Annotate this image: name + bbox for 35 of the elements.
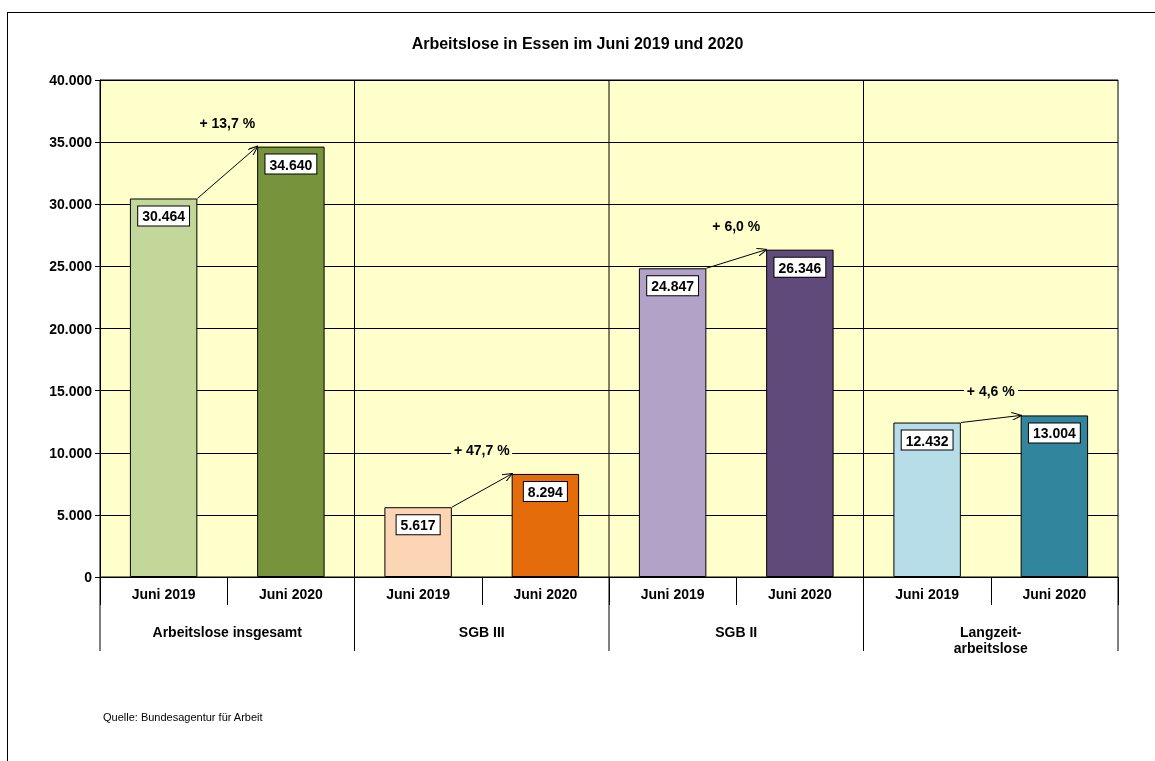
text: Arbeitslose insgesamt	[152, 624, 302, 640]
data-label: 34.640	[269, 156, 313, 173]
x-tick-label: Juni 2020	[513, 586, 578, 602]
x-tick-label: Juni 2019	[131, 586, 196, 602]
y-tick-label: 25.000	[49, 258, 93, 275]
x-tick-label: Juni 2019	[640, 586, 705, 602]
annotation: + 4,6 %	[963, 383, 1018, 400]
x-tick-label: Juni 2020	[767, 586, 832, 602]
y-tick-label: 0	[84, 569, 93, 585]
y-tick-label: 10.000	[49, 444, 93, 461]
data-label: 26.346	[778, 259, 822, 276]
x-tick-label: Juni 2019	[895, 586, 960, 602]
y-tick-label: 40.000	[49, 72, 93, 88]
x-tick-label: Juni 2020	[1022, 586, 1087, 602]
data-label: 24.847	[651, 278, 695, 295]
text: SGB II	[715, 624, 758, 640]
annotation: + 6,0 %	[709, 217, 764, 234]
y-tick-label: 30.000	[49, 196, 93, 213]
x-tick-label: Juni 2019	[386, 586, 451, 602]
annotation: + 13,7 %	[196, 114, 259, 131]
y-tick-label: 35.000	[49, 134, 93, 151]
y-tick-label: 5.000	[56, 506, 93, 523]
data-label: 5.617	[400, 517, 436, 534]
data-label: 13.004	[1032, 425, 1076, 442]
text: Langzeit- arbeitslose	[953, 624, 1028, 656]
annotation: + 47,7 %	[450, 441, 513, 458]
x-tick-label: Juni 2020	[258, 586, 323, 602]
source-note: Quelle: Bundesagentur für Arbeit	[103, 711, 263, 723]
data-label: 12.432	[905, 432, 949, 449]
y-tick-label: 15.000	[49, 382, 93, 399]
y-tick-label: 20.000	[49, 320, 93, 337]
chart-title: Arbeitslose in Essen im Juni 2019 und 2020	[411, 34, 744, 52]
text: SGB III	[458, 624, 505, 640]
data-label: 8.294	[527, 483, 564, 500]
data-label: 30.464	[142, 208, 186, 225]
